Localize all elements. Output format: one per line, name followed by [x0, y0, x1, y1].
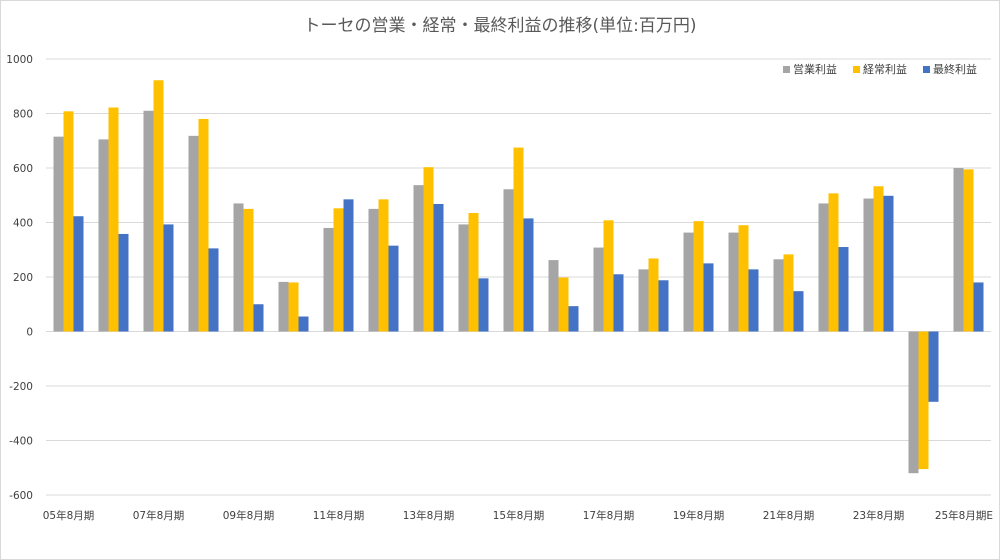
x-tick-label: 23年8月期	[853, 509, 905, 522]
legend-label: 最終利益	[933, 62, 977, 76]
x-tick-label: 09年8月期	[223, 509, 275, 522]
bar-1-21	[953, 168, 964, 332]
y-tick-label: 1000	[6, 54, 33, 66]
legend: 営業利益 経常利益 最終利益	[783, 62, 977, 76]
bar-1-20	[908, 331, 919, 474]
bar-2-7	[333, 208, 344, 332]
bar-3-20	[928, 331, 939, 402]
bar-2-10	[468, 212, 479, 332]
bar-3-14	[658, 280, 669, 332]
y-tick-label: -200	[9, 381, 33, 393]
bar-2-2	[108, 107, 119, 332]
x-tick-label: 05年8月期	[43, 509, 95, 522]
bar-1-16	[728, 232, 739, 332]
bar-3-5	[253, 304, 264, 332]
x-tick-label: 11年8月期	[313, 509, 365, 522]
legend-swatch	[923, 66, 930, 73]
bar-2-14	[648, 258, 659, 332]
bar-2-4	[198, 118, 209, 332]
bar-1-9	[413, 185, 424, 332]
bar-1-7	[323, 227, 334, 332]
y-tick-label: -400	[9, 436, 33, 448]
bar-1-10	[458, 224, 469, 332]
bar-2-19	[873, 186, 884, 332]
bar-3-9	[433, 203, 444, 332]
bar-1-2	[98, 139, 109, 332]
bar-2-6	[288, 282, 299, 332]
bar-1-11	[503, 189, 514, 332]
bar-1-1	[53, 136, 64, 332]
bar-1-12	[548, 260, 559, 332]
bar-1-8	[368, 208, 379, 332]
bar-3-13	[613, 274, 624, 332]
bar-3-3	[163, 224, 174, 332]
y-tick-label: 400	[13, 218, 33, 230]
bar-2-9	[423, 167, 434, 332]
bar-3-16	[748, 269, 759, 332]
bar-3-7	[343, 199, 354, 332]
bar-1-18	[818, 203, 829, 332]
x-tick-label: 13年8月期	[403, 509, 455, 522]
chart-title: トーセの営業・経常・最終利益の推移(単位:百万円)	[304, 16, 697, 36]
y-tick-label: 600	[13, 163, 33, 175]
legend-swatch	[783, 66, 790, 73]
y-tick-label: 200	[13, 272, 33, 284]
bar-2-8	[378, 199, 389, 332]
y-tick-label: 0	[26, 327, 33, 339]
x-tick-label: 17年8月期	[583, 509, 635, 522]
bar-3-8	[388, 245, 399, 332]
bar-3-2	[118, 233, 129, 332]
bar-3-18	[838, 247, 849, 332]
bar-2-16	[738, 225, 749, 332]
bar-1-3	[143, 110, 154, 332]
bar-3-6	[298, 316, 309, 332]
bar-2-3	[153, 80, 164, 332]
bar-3-12	[568, 306, 579, 332]
legend-label: 営業利益	[793, 62, 837, 76]
bar-3-4	[208, 248, 219, 332]
bar-3-1	[73, 216, 84, 332]
bar-1-14	[638, 269, 649, 332]
bar-2-11	[513, 147, 524, 332]
bar-1-6	[278, 281, 289, 332]
x-axis-ticks: 05年8月期 07年8月期 09年8月期 11年8月期 13年8月期 15年8月期 17年8…	[43, 509, 993, 522]
bar-1-4	[188, 135, 199, 332]
bar-1-5	[233, 203, 244, 332]
x-tick-label: 07年8月期	[133, 509, 185, 522]
bar-2-12	[558, 277, 569, 332]
bar-3-15	[703, 263, 714, 332]
x-tick-label: 21年8月期	[763, 509, 815, 522]
bar-2-5	[243, 208, 254, 332]
y-axis-ticks: -600 -400 -200 0 200 400 600 800 1000	[6, 54, 33, 502]
bar-1-15	[683, 232, 694, 332]
bar-2-15	[693, 221, 704, 332]
legend-label: 経常利益	[863, 62, 907, 76]
bar-3-17	[793, 291, 804, 332]
bar-2-18	[828, 193, 839, 332]
bar-3-10	[478, 278, 489, 332]
bar-3-19	[883, 195, 894, 332]
bar-1-13	[593, 247, 604, 332]
bar-3-11	[523, 218, 534, 332]
x-tick-label: 15年8月期	[493, 509, 545, 522]
y-tick-label: 800	[13, 109, 33, 121]
bar-3-21	[973, 282, 984, 332]
bar-1-19	[863, 198, 874, 332]
bar-1-17	[773, 259, 784, 332]
bar-2-17	[783, 254, 794, 332]
bar-2-13	[603, 220, 614, 332]
y-tick-label: -600	[9, 490, 33, 502]
bar-2-20	[918, 331, 929, 470]
bar-2-21	[963, 169, 974, 332]
x-tick-label: 19年8月期	[673, 509, 725, 522]
legend-swatch	[853, 66, 860, 73]
bar-2-1	[63, 111, 74, 332]
x-tick-label: 25年8月期E	[935, 509, 993, 522]
bars	[53, 80, 984, 474]
